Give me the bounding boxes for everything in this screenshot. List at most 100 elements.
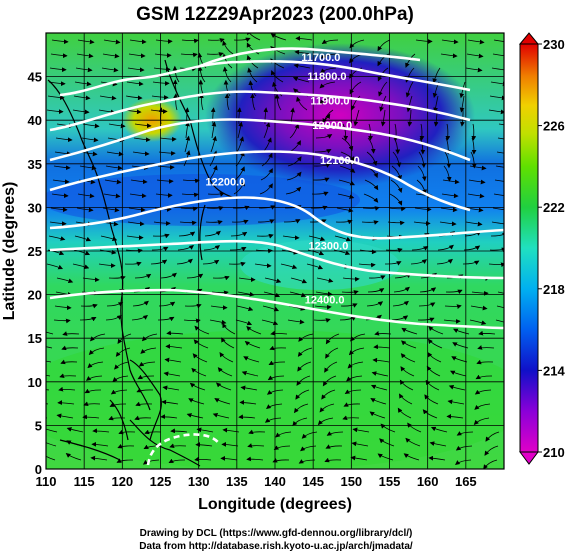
streamline-arrow [270,70,284,83]
streamline-arrow [155,39,173,44]
streamline-arrow [78,179,96,185]
streamline-arrow [447,399,465,405]
streamline-arrow [108,275,126,281]
streamline-arrow [82,123,100,129]
streamline-arrow [380,423,396,433]
streamline-arrow [418,302,436,307]
streamline-arrow [313,163,331,168]
streamline-arrow [368,275,386,280]
streamline-arrow [157,165,175,170]
streamline-arrow [428,455,446,461]
streamline-arrow [46,346,53,349]
streamline-arrow [132,151,150,157]
streamline-arrow [437,244,454,251]
streamline-arrow [324,361,338,373]
streamline-arrow [491,221,504,227]
x-tick-label: 125 [150,474,172,489]
streamline-arrow [385,248,403,253]
streamline-arrow [325,444,343,449]
streamline-arrow [82,277,100,283]
streamline-arrow [342,276,360,282]
streamline-arrow [349,81,362,95]
streamline-arrow [172,65,180,83]
streamline-arrow [266,389,284,395]
streamline-arrow [160,272,177,279]
streamline-arrow [217,367,233,377]
streamline-arrow [170,428,188,434]
streamline-arrow [230,231,248,237]
streamline-arrow [128,53,146,59]
streamline-arrow [283,219,301,224]
streamline-arrow [429,441,447,447]
streamline-arrow [59,373,77,378]
streamline-arrow [160,414,178,420]
streamline-arrow [324,457,342,463]
streamline-arrow [73,95,91,101]
credit-drawing: Drawing by DCL (https://www.gfd-dennou.o… [140,528,413,539]
streamline-arrow [109,402,127,407]
y-tick-label: 45 [28,70,42,85]
streamline-arrow [346,375,363,382]
streamline-arrow [58,386,76,392]
colorbar-tick-label: 226 [543,119,565,134]
streamline-arrow [338,179,355,186]
streamline-arrow [310,205,328,211]
streamline-arrow [399,379,414,391]
streamline-arrow [248,429,266,435]
streamline-arrow [212,275,230,281]
streamline-arrow [166,330,184,336]
streamline-arrow [312,177,330,182]
streamline-arrow [321,39,339,44]
streamline-arrow [134,415,152,421]
streamline-arrow [460,109,465,127]
streamline-arrow [161,399,179,405]
streamline-arrow [131,314,148,321]
streamline-arrow [419,287,437,293]
streamline-arrow [377,39,391,52]
y-tick-labels: 0 5 10 15 20 25 30 35 40 45 [28,70,42,477]
streamline-arrow [415,39,433,44]
streamline-arrow [269,345,287,351]
streamline-arrow [370,398,387,405]
streamline-arrow [347,361,364,369]
streamline-arrow [443,319,461,324]
streamline-arrow [473,417,490,425]
streamline-arrow [379,438,395,447]
streamline-arrow [384,261,402,266]
streamline-arrow [469,319,487,325]
streamline-arrow [46,426,58,433]
streamline-arrow [313,318,331,323]
streamline-arrow [361,220,379,225]
streamline-arrow [351,441,369,447]
streamline-arrow [211,290,229,296]
streamline-arrow [474,389,492,395]
streamline-arrow [127,221,145,227]
streamline-arrow [46,442,57,447]
streamline-arrow [246,325,262,335]
streamline-arrow [498,123,504,126]
streamline-arrow [462,260,480,266]
streamline-arrow [414,207,432,212]
streamline-arrow [403,453,420,461]
streamline-arrow [401,327,418,335]
streamline-arrow [75,67,93,73]
streamline-arrow [490,81,504,87]
streamline-arrow [471,137,477,155]
streamline-arrow [61,345,79,351]
streamline-arrow [205,220,223,225]
streamline-arrow [236,305,254,311]
streamline-arrow [285,186,302,195]
streamline-arrow [232,205,250,211]
streamline-arrow [202,259,220,265]
streamline-arrow [180,206,198,212]
streamline-arrow [102,207,120,213]
streamline-arrow [256,233,274,239]
streamline-arrow [182,178,200,184]
streamline-arrow [372,357,390,363]
x-tick-label: 140 [264,474,286,489]
streamline-arrow [292,76,310,83]
streamline-arrow [240,385,258,391]
streamline-arrow [470,305,488,311]
streamline-arrow [320,53,338,59]
streamline-arrow [264,277,282,283]
